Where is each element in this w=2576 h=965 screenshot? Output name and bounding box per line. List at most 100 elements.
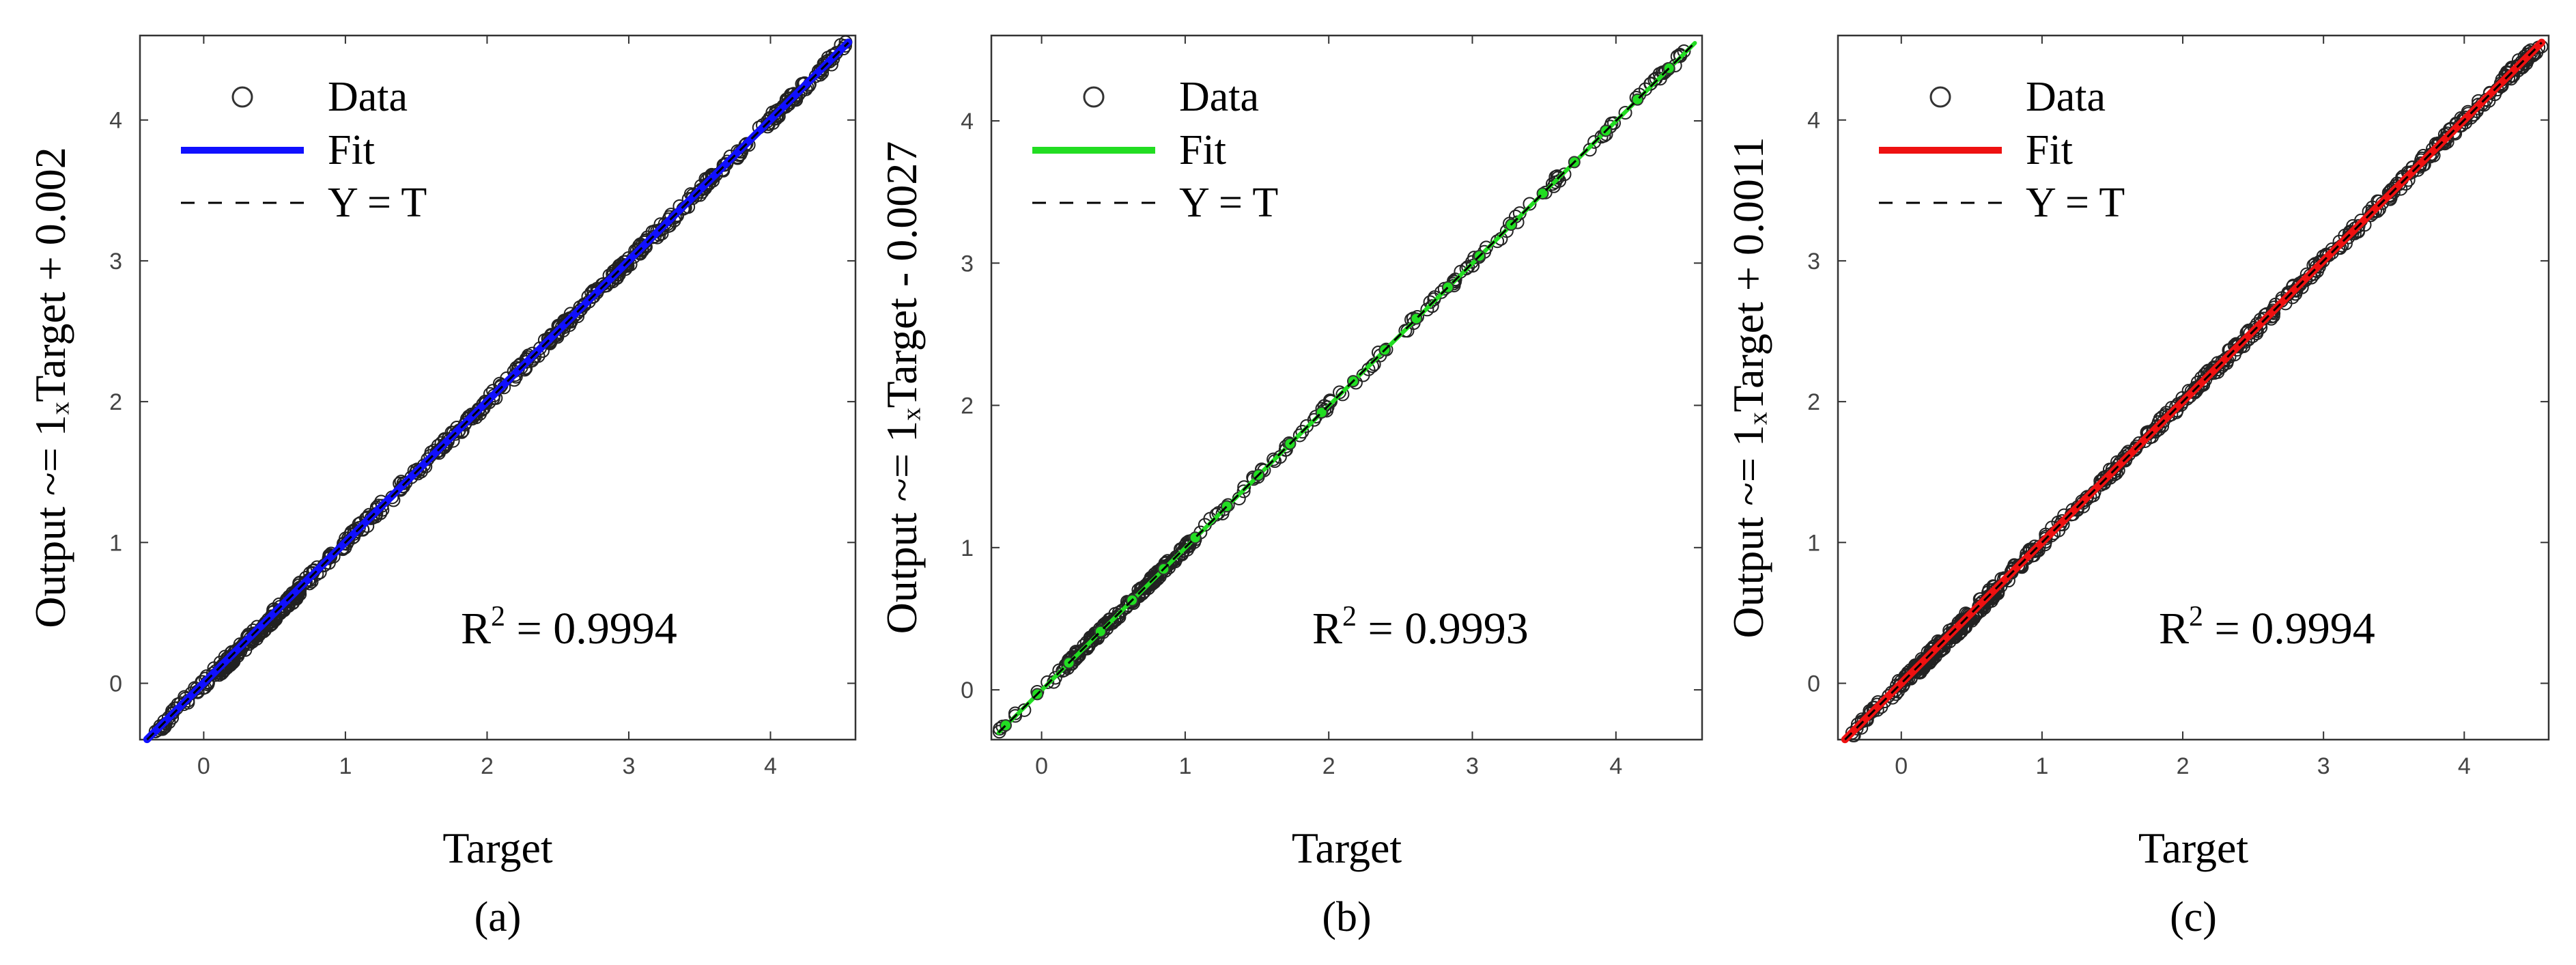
panel-a-x-tick-label: 0 [197, 753, 210, 779]
panel-a-data-point [323, 549, 337, 563]
panel-b-data-point [1017, 703, 1032, 717]
panel-b-x-tick-label: 1 [1178, 753, 1191, 779]
panel-b-data-point [1400, 324, 1415, 338]
panel-b-data-point [1557, 167, 1572, 182]
panel-c-data-point [1866, 704, 1880, 718]
panel-c-x-axis-title: Target [2138, 824, 2249, 872]
panel-c-data-point [2129, 442, 2143, 456]
panel-a-legend-data-label: Data [328, 74, 408, 120]
panel-c-x-tick-label: 2 [2177, 753, 2190, 779]
panel-a-y-axis-title: Output ~= 1ₓTarget + 0.002 [26, 147, 74, 628]
panel-c-y-tick-label: 1 [1807, 530, 1820, 556]
panel-c-data-point [2190, 380, 2205, 395]
panel-a-yt-line [146, 42, 849, 741]
panel-c-label: (c) [2170, 894, 2217, 940]
panel-c-y-tick-label: 3 [1807, 249, 1820, 275]
panel-b-data-point [1236, 484, 1251, 499]
panel-c-yt-line [1844, 42, 2543, 741]
panel-c-data-point [2316, 254, 2330, 268]
panel-b-legend: Data Fit Y = T [1032, 74, 1278, 226]
panel-b-x-tick-label: 4 [1609, 753, 1622, 779]
panel-a-data-point [153, 719, 167, 733]
panel-b-y-axis-title: Output ~= 1ₓTarget - 0.0027 [877, 141, 926, 634]
panel-c-data-point [2127, 443, 2142, 458]
panel-b-data-point [1103, 612, 1118, 626]
panel-a-legend-fit-label: Fit [328, 127, 375, 173]
panel-b-data-point [1105, 614, 1120, 628]
panel-b-x-tick-label: 3 [1466, 753, 1479, 779]
panel-c-data-point [2215, 354, 2229, 369]
panel-c-x-tick-label: 3 [2317, 753, 2330, 779]
panel-c-data-point [2109, 462, 2123, 476]
panel-c-data-point [2405, 165, 2420, 179]
panel-c-legend-yt-label: Y = T [2026, 180, 2125, 226]
panel-c-legend: Data Fit Y = T [1879, 74, 2125, 226]
panel-a-data-point [657, 216, 672, 231]
panel-b-data-point [1333, 385, 1347, 400]
panel-a-x-tick-label: 2 [481, 753, 494, 779]
panel-c-y-tick-label: 2 [1807, 389, 1820, 415]
panel-b-x-tick-label: 0 [1035, 753, 1048, 779]
panel-b-data-point [1479, 240, 1493, 255]
panel-a-y-tick-label: 2 [109, 389, 122, 415]
panel-a-data-point [337, 536, 352, 550]
panel-b-data-point [1335, 387, 1350, 402]
panel-b-data-point [1649, 71, 1663, 85]
panel-a-y-tick-label: 0 [109, 671, 122, 697]
panel-b-y-tick-label: 0 [961, 677, 974, 703]
panel-a: 0 1 2 3 4 0 1 2 3 4 Data Fit Y = T R2 = 0.9994 Target O… [26, 34, 857, 940]
panel-b-data-point [1137, 585, 1151, 599]
panel-c-data-point [2080, 490, 2095, 504]
panel-b-data-point [1295, 425, 1310, 439]
panel-c-x-tick-label: 4 [2458, 753, 2471, 779]
panel-b-data-point [1268, 454, 1282, 468]
panel-b-data-point [1677, 44, 1691, 58]
panel-a-data-point [774, 101, 789, 115]
panel-b-y-tick-label: 4 [961, 109, 974, 135]
panel-b-legend-data-marker [1083, 86, 1105, 108]
panel-a-legend-data-marker [231, 86, 253, 108]
panel-c-r2-annotation: R2 = 0.9994 [2159, 601, 2375, 654]
panel-a-y-tick-label: 4 [109, 108, 122, 134]
panel-c-data-point [2161, 409, 2175, 423]
panel-a-data-point [739, 137, 754, 151]
panel-b-r2-annotation: R2 = 0.9993 [1312, 601, 1529, 654]
panel-b-legend-data-label: Data [1179, 74, 1259, 120]
panel-b-x-axis-title: Target [1292, 824, 1402, 872]
panel-c-data-point [2291, 279, 2306, 294]
panel-a-data-point [375, 499, 389, 513]
panel-b-data-point [1490, 234, 1505, 249]
panel-b-data-point [1420, 303, 1434, 317]
panel-a-legend-yt-label: Y = T [328, 180, 427, 226]
panel-b-data-point [1587, 135, 1602, 149]
panel-a-data-point [578, 298, 592, 312]
panel-c-y-tick-label: 4 [1807, 108, 1820, 134]
panel-a-x-tick-label: 1 [339, 753, 352, 779]
panel-b-data-point [1266, 452, 1281, 466]
panel-c-data-point [2117, 453, 2131, 467]
panel-b-data-point [1237, 480, 1251, 494]
panel-b-y-tick-label: 3 [961, 251, 974, 277]
panel-c: 0 1 2 3 4 0 1 2 3 4 Data Fit Y = T R2 = 0.9994 Target O… [1724, 34, 2550, 940]
panel-a-legend: Data Fit Y = T [181, 74, 427, 226]
panel-c-legend-data-marker [1929, 86, 1951, 108]
panel-b-data-point [1523, 197, 1537, 211]
panel-b-y-tick-label: 2 [961, 393, 974, 419]
panel-b-data-point [1618, 106, 1632, 120]
panel-c-legend-data-label: Data [2026, 74, 2106, 120]
panel-c-legend-fit-label: Fit [2026, 127, 2073, 173]
panel-b-data-point [1041, 675, 1055, 689]
panel-b-data-point [1052, 663, 1066, 677]
panel-b: 0 1 2 3 4 0 1 2 3 4 Data Fit Y = T R2 = 0.9993 Target O… [877, 34, 1703, 940]
panel-b-data-point [1583, 143, 1597, 157]
panel-c-y-tick-label: 0 [1807, 671, 1820, 697]
panel-b-data-point [1292, 428, 1307, 443]
panel-a-x-tick-label: 4 [764, 753, 777, 779]
panel-a-y-tick-label: 3 [109, 249, 122, 275]
panel-c-data-point [2325, 246, 2339, 260]
panel-a-data-point [466, 408, 481, 422]
panel-c-data-point [2070, 500, 2084, 514]
panel-c-data-point [2175, 395, 2190, 409]
panel-b-data-point [1361, 362, 1376, 376]
